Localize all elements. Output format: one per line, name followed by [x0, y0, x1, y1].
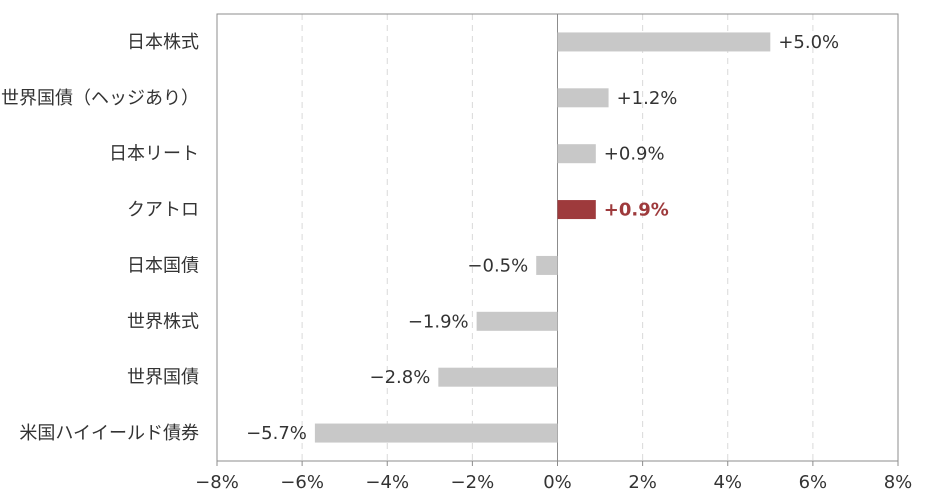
bar-1 — [557, 88, 609, 108]
value-label-6: −2.8% — [370, 367, 431, 388]
value-label-1: +1.2% — [617, 88, 678, 109]
x-tick-label-8: 8% — [884, 472, 913, 493]
value-label-4: −0.5% — [467, 255, 528, 276]
x-tick-label-0: −8% — [195, 472, 239, 493]
category-label-1: 世界国債（ヘッジあり） — [1, 88, 199, 109]
value-label-3: +0.9% — [604, 200, 669, 221]
x-tick-label-6: 4% — [713, 472, 742, 493]
bar-0 — [557, 32, 771, 52]
x-tick-label-1: −6% — [280, 472, 324, 493]
category-label-5: 世界株式 — [127, 311, 199, 332]
bar-4 — [536, 255, 558, 275]
value-label-0: +5.0% — [778, 32, 839, 53]
bar-6 — [438, 367, 558, 387]
category-label-0: 日本株式 — [127, 32, 199, 53]
category-label-4: 日本国債 — [127, 255, 199, 276]
x-tick-label-5: 2% — [628, 472, 657, 493]
bar-7 — [314, 423, 558, 443]
category-label-6: 世界国債 — [127, 367, 199, 388]
category-label-2: 日本リート — [109, 144, 199, 165]
bar-3 — [557, 200, 596, 220]
value-label-7: −5.7% — [246, 423, 307, 444]
x-tick-label-2: −4% — [365, 472, 409, 493]
bar-5 — [476, 311, 558, 331]
bar-2 — [557, 144, 596, 164]
category-label-3: クアトロ — [127, 200, 199, 221]
x-tick-label-7: 6% — [799, 472, 828, 493]
x-tick-label-3: −2% — [451, 472, 495, 493]
value-label-2: +0.9% — [604, 144, 665, 165]
value-label-5: −1.9% — [408, 311, 469, 332]
category-label-7: 米国ハイイールド債券 — [19, 423, 199, 444]
x-tick-label-4: 0% — [543, 472, 572, 493]
